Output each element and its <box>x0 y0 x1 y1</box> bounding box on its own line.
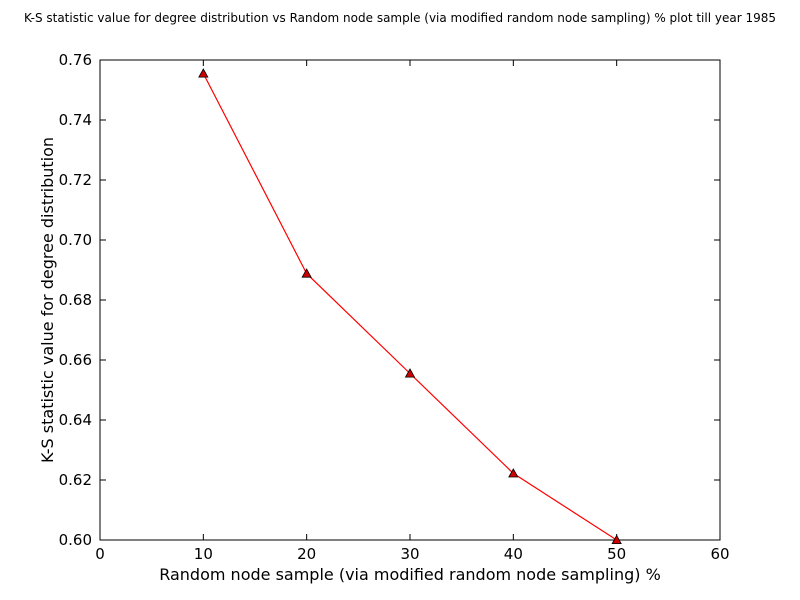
data-point <box>198 68 209 78</box>
x-tick-label: 40 <box>504 545 523 563</box>
x-tick-label: 50 <box>607 545 626 563</box>
data-point <box>508 468 519 478</box>
y-tick-label: 0.76 <box>59 51 92 69</box>
plot-area <box>99 59 721 541</box>
data-point <box>301 268 312 278</box>
x-tick-label: 10 <box>194 545 213 563</box>
series-layer <box>198 68 622 544</box>
x-tick-label: 60 <box>710 545 729 563</box>
plot-frame <box>99 59 721 541</box>
data-point <box>611 534 622 544</box>
y-axis: 0.60 0.62 0.64 0.66 0.68 0.70 0.72 0.74 0.76 <box>59 51 720 549</box>
y-tick-label: 0.60 <box>59 531 92 549</box>
x-axis: 0 10 20 30 40 50 60 <box>95 60 730 563</box>
x-tick-label: 20 <box>297 545 316 563</box>
y-tick-label: 0.62 <box>59 471 92 489</box>
y-tick-label: 0.68 <box>59 291 92 309</box>
x-tick-label: 30 <box>400 545 419 563</box>
x-axis-label: Random node sample (via modified random … <box>159 565 661 584</box>
data-point <box>404 368 416 378</box>
y-tick-label: 0.70 <box>59 231 92 249</box>
y-tick-label: 0.64 <box>59 411 92 429</box>
chart-title: K-S statistic value for degree distribut… <box>24 11 776 25</box>
y-axis-label: K-S statistic value for degree distribut… <box>38 137 57 463</box>
y-tick-label: 0.72 <box>59 171 92 189</box>
y-tick-label: 0.66 <box>59 351 92 369</box>
y-tick-label: 0.74 <box>59 111 92 129</box>
x-tick-label: 0 <box>95 545 105 563</box>
